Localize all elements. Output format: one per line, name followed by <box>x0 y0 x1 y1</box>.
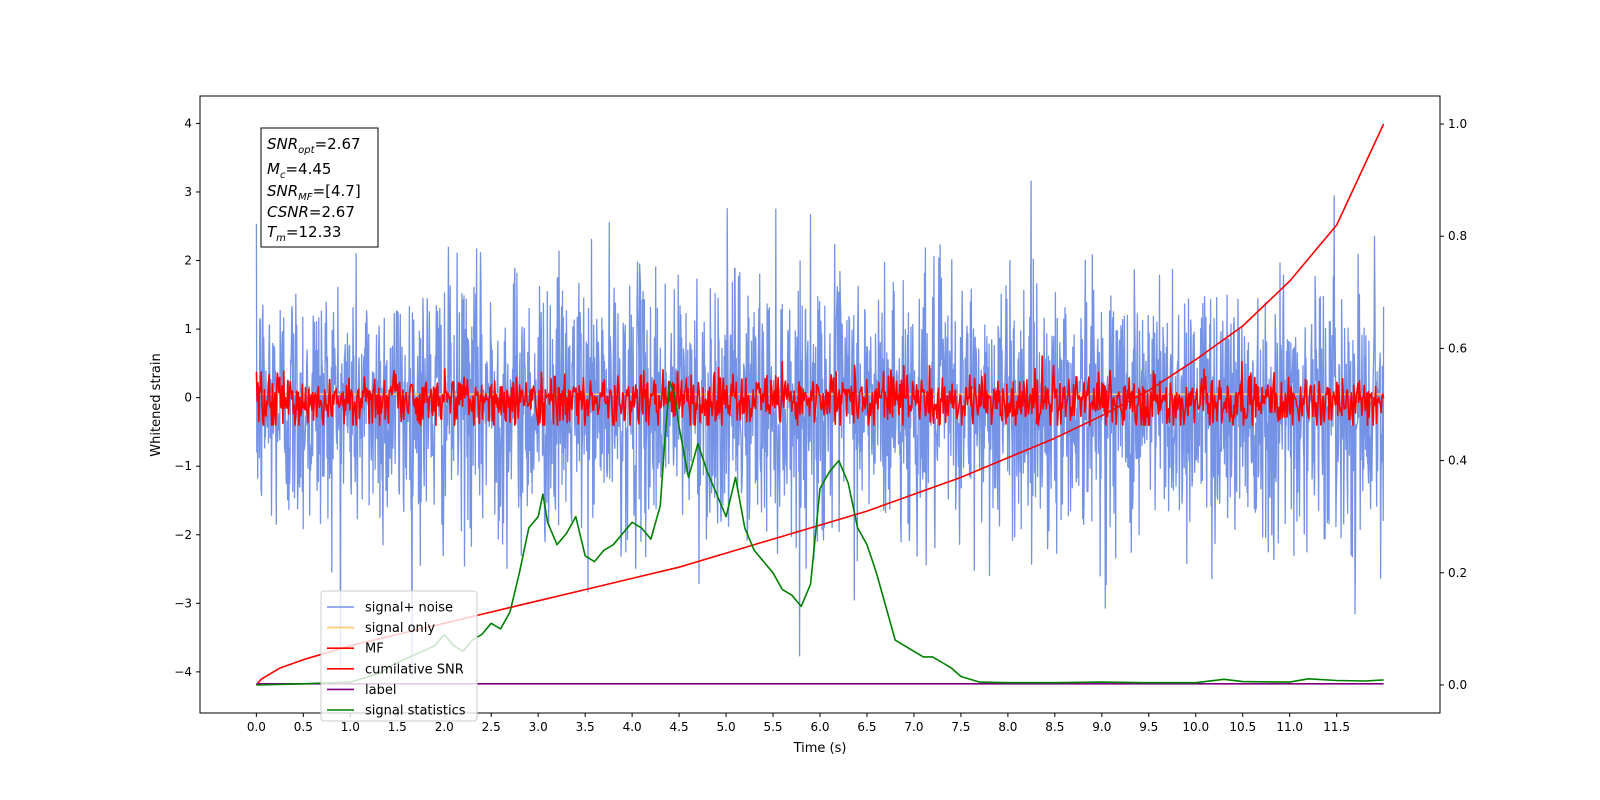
y2-tick-label: 0.4 <box>1448 454 1467 468</box>
y2-tick-label: 0.6 <box>1448 341 1467 355</box>
y-axis-title: Whitened strain <box>149 353 164 456</box>
legend-item-signal-noise: signal+ noise <box>327 601 453 616</box>
annotation-frame <box>260 127 379 248</box>
x-tick-label: 11.5 <box>1323 720 1350 734</box>
annotation-csnr: CSNR=2.67 <box>267 203 355 221</box>
x-tick-label: 10.5 <box>1229 720 1256 734</box>
legend-label: cumilative SNR <box>365 662 464 677</box>
annotation-mc: Mc=4.45 <box>267 160 331 181</box>
annotation-snr-mf: SNRMF=[4.7] <box>267 182 361 203</box>
legend-item-label: label <box>327 683 396 698</box>
x-tick-label: 4.0 <box>623 720 642 734</box>
y-tick-label: 2 <box>184 254 192 268</box>
x-tick-label: 10.0 <box>1182 720 1209 734</box>
y-axis-right: 1.0 0.8 0.6 0.4 0.2 0.0 <box>1440 117 1467 692</box>
y-tick-label: −4 <box>174 665 192 679</box>
y-tick-label: 4 <box>184 116 192 130</box>
x-tick-label: 9.5 <box>1139 720 1158 734</box>
x-tick-label: 4.5 <box>670 720 689 734</box>
y-tick-label: −2 <box>174 528 192 542</box>
legend-label: signal+ noise <box>365 601 453 616</box>
annotation-tm: Tm=12.33 <box>267 223 341 244</box>
x-tick-label: 1.5 <box>388 720 407 734</box>
x-tick-label: 8.0 <box>998 720 1017 734</box>
x-tick-label: 1.0 <box>341 720 360 734</box>
x-tick-label: 3.0 <box>529 720 548 734</box>
x-tick-label: 7.5 <box>951 720 970 734</box>
x-axis: 0.0 0.5 1.0 1.5 2.0 2.5 3.0 3.5 4.0 4.5 5.0 5.5 6.0 6… <box>247 713 1350 734</box>
annotation-box: SNRopt=2.67 Mc=4.45 SNRMF=[4.7] CSNR=2.6… <box>260 127 379 248</box>
x-tick-label: 0.5 <box>294 720 313 734</box>
legend-label: label <box>365 683 396 698</box>
y-tick-label: −3 <box>174 596 192 610</box>
legend-item-mf: MF <box>327 642 384 657</box>
y-axis-left: 4 3 2 1 0 −1 −2 −3 −4 <box>174 116 200 679</box>
legend-label: MF <box>365 642 384 657</box>
signal-noise-line <box>255 180 1385 679</box>
legend-label: signal only <box>365 621 435 636</box>
legend-label: signal statistics <box>365 704 466 719</box>
y2-tick-label: 0.0 <box>1448 678 1467 692</box>
x-tick-label: 6.0 <box>810 720 829 734</box>
x-tick-label: 6.5 <box>857 720 876 734</box>
y-tick-label: 3 <box>184 185 192 199</box>
x-tick-label: 2.5 <box>482 720 501 734</box>
signal-statistics-line <box>256 381 1384 686</box>
x-tick-label: 0.0 <box>247 720 266 734</box>
legend-item-signal-only: signal only <box>327 621 435 636</box>
x-tick-label: 8.5 <box>1045 720 1064 734</box>
x-tick-label: 11.0 <box>1276 720 1303 734</box>
legend-frame <box>320 590 478 722</box>
x-tick-label: 9.0 <box>1092 720 1111 734</box>
x-tick-label: 3.5 <box>576 720 595 734</box>
x-axis-title: Time (s) <box>793 741 847 756</box>
y2-tick-label: 0.2 <box>1448 566 1467 580</box>
x-tick-label: 2.0 <box>435 720 454 734</box>
legend-item-signal-statistics: signal statistics <box>327 704 466 719</box>
x-tick-label: 5.5 <box>763 720 782 734</box>
y2-tick-label: 1.0 <box>1448 117 1467 131</box>
y-tick-label: −1 <box>174 459 192 473</box>
y2-tick-label: 0.8 <box>1448 229 1467 243</box>
y-tick-label: 0 <box>184 391 192 405</box>
legend-item-cumulative-snr: cumilative SNR <box>327 662 464 677</box>
legend: signal+ noise signal only MF cumilative SNR… <box>320 590 478 722</box>
mf-line <box>255 355 1385 426</box>
annotation-snr-opt: SNRopt=2.67 <box>267 135 361 156</box>
x-tick-label: 7.0 <box>904 720 923 734</box>
y-tick-label: 1 <box>184 322 192 336</box>
x-tick-label: 5.0 <box>717 720 736 734</box>
